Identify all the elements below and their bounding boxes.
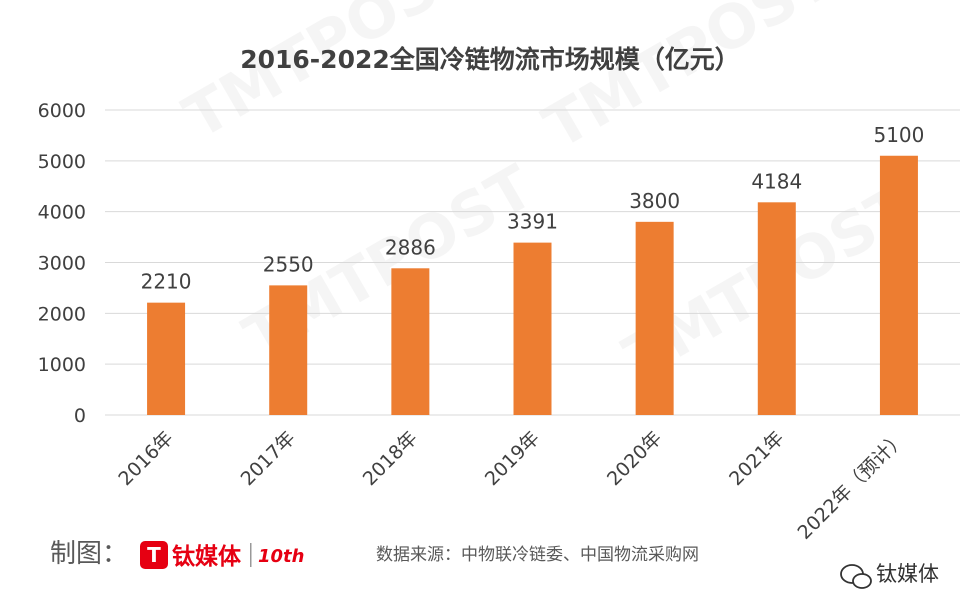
- data-label: 4184: [751, 169, 802, 193]
- y-axis-ticks: 0 1000 2000 3000 4000 5000 6000: [38, 100, 86, 427]
- svg-text:TMTPOST: TMTPOST: [173, 0, 486, 153]
- y-tick-label: 4000: [38, 202, 86, 224]
- brand-name: 钛媒体: [172, 543, 242, 570]
- x-tick-label: 2017年: [237, 427, 300, 490]
- bar: [635, 221, 674, 415]
- chart-title: 2016-2022全国冷链物流市场规模（亿元）: [240, 45, 740, 74]
- maker-credit: 制图： T 钛媒体 10th: [50, 539, 304, 570]
- x-tick-label: 2016年: [114, 427, 177, 490]
- wechat-watermark: 钛媒体: [840, 562, 939, 589]
- brand-logo-icon: [140, 541, 168, 569]
- x-tick-label: 2021年: [725, 427, 788, 490]
- svg-text:TMTPOST: TMTPOST: [533, 0, 846, 163]
- bar: [269, 285, 308, 415]
- x-tick-label: 2022年（预计）: [794, 427, 911, 544]
- bar: [879, 155, 918, 415]
- y-tick-label: 3000: [38, 253, 86, 275]
- bar-series: [147, 155, 918, 415]
- data-source: 数据来源：中物联冷链委、中国物流采购网: [376, 545, 699, 565]
- data-label: 3800: [629, 189, 680, 213]
- brand-logo-glyph: T: [147, 543, 161, 567]
- wechat-icon: [840, 564, 872, 589]
- data-labels: 2210 2550 2886 3391 3800 4184 5100: [141, 123, 925, 294]
- anniversary-badge: 10th: [258, 546, 304, 567]
- data-label: 5100: [873, 123, 924, 147]
- data-label: 2210: [141, 270, 192, 294]
- x-tick-label: 2020年: [603, 427, 666, 490]
- brand-logo: T 钛媒体 10th: [140, 541, 304, 570]
- made-by-label: 制图：: [50, 539, 128, 569]
- y-tick-label: 0: [74, 405, 86, 427]
- x-tick-label: 2019年: [481, 427, 544, 490]
- bar: [757, 202, 796, 415]
- data-label: 2550: [263, 252, 314, 276]
- bar: [391, 268, 430, 415]
- wechat-account-name: 钛媒体: [876, 562, 939, 586]
- x-axis-categories: 2016年 2017年 2018年 2019年 2020年 2021年 2022年（预计）: [114, 427, 910, 544]
- brand-divider: [250, 543, 252, 567]
- y-tick-label: 6000: [38, 100, 86, 122]
- y-tick-label: 1000: [38, 354, 86, 376]
- bar: [513, 242, 552, 415]
- bar: [147, 302, 186, 415]
- y-tick-label: 5000: [38, 151, 86, 173]
- x-tick-label: 2018年: [359, 427, 422, 490]
- y-tick-label: 2000: [38, 303, 86, 325]
- data-label: 2886: [385, 235, 436, 259]
- data-label: 3391: [507, 210, 558, 234]
